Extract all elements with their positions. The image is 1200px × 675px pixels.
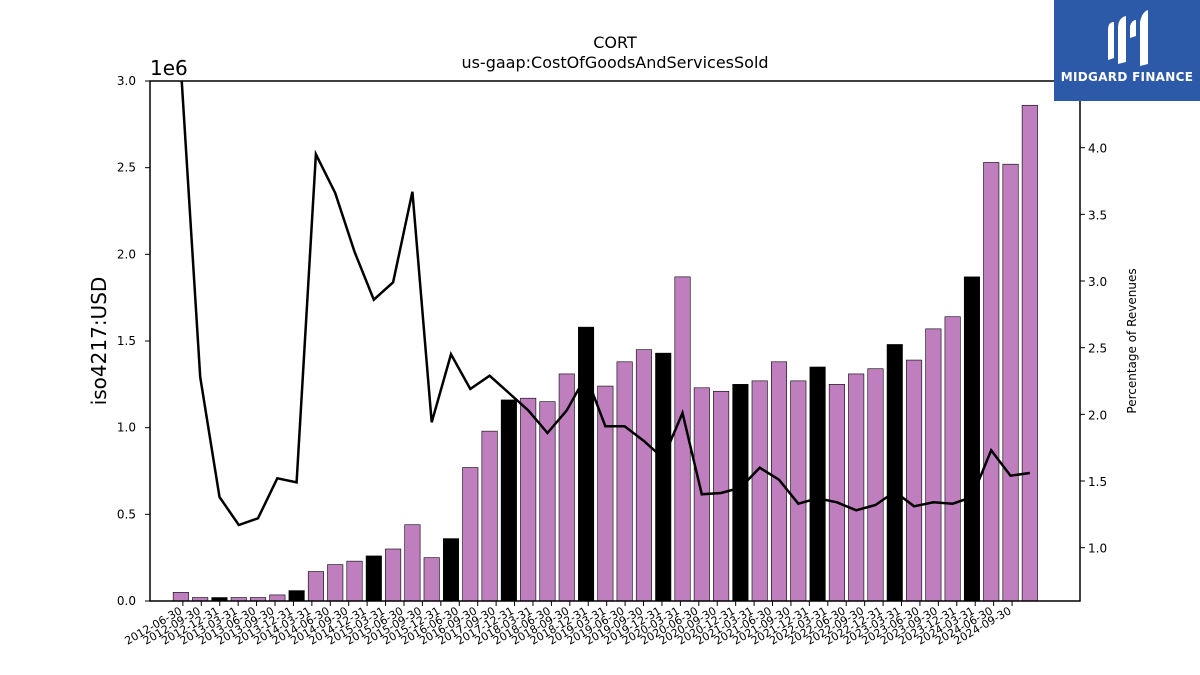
brand-logo-text: MIDGARD FINANCE [1060,70,1194,84]
bar [1021,104,1038,602]
bar [616,361,633,602]
y-tick-label: 3.0 [117,74,136,88]
bar [385,548,402,602]
bar [269,594,286,602]
y-axis-label: iso4217:USD [87,277,111,406]
midgard-logo-icon [1108,10,1148,66]
bar [848,373,865,602]
bar [462,467,479,602]
bar [655,352,672,602]
bar [635,349,652,602]
bar [983,162,1000,602]
bar [828,384,845,602]
bar [925,328,942,602]
y-tick-label: 0.0 [117,594,136,608]
bar [288,590,305,602]
y-axis-offset: 1e6 [150,56,188,80]
y2-tick-label: 4.0 [1088,142,1107,156]
bar [790,380,807,602]
y2-tick-label: 3.0 [1088,275,1107,289]
bar [963,276,980,602]
percentage-line-series [180,81,1030,527]
bar [944,316,961,602]
bar [500,399,517,602]
y-tick-label: 1.5 [117,334,136,348]
chart-subtitle: us-gaap:CostOfGoodsAndServicesSold [461,53,768,72]
y-tick-label: 2.0 [117,247,136,261]
y2-axis-label: Percentage of Revenues [1125,268,1139,413]
chart-title: CORT [593,33,637,52]
bar [423,557,440,602]
x-axis-ticks: 2012-06-302012-09-302012-12-312013-03-31… [123,601,1014,648]
y-tick-label: 1.0 [117,421,136,435]
bar [365,555,382,602]
bar [732,384,749,602]
bar [172,592,189,602]
y2-tick-label: 2.0 [1088,408,1107,422]
bar [481,430,498,602]
y2-tick-label: 1.0 [1088,542,1107,556]
bar [809,366,826,602]
brand-logo: MIDGARD FINANCE [1054,0,1200,101]
bar [597,385,614,602]
y-tick-label: 2.5 [117,161,136,175]
bar [404,524,421,602]
bar [886,344,903,602]
bar [442,538,460,602]
y2-tick-label: 1.5 [1088,475,1107,489]
bar [307,571,324,602]
bar [867,368,884,602]
bar [327,564,344,602]
y-axis-ticks: 0.0 0.5 1.0 1.5 2.0 2.5 3.0 [117,74,150,608]
y2-axis-ticks: 1.0 1.5 2.0 2.5 3.0 3.5 4.0 [1080,142,1107,556]
y2-tick-label: 2.5 [1088,342,1107,356]
y2-tick-label: 3.5 [1088,208,1107,222]
y-tick-label: 0.5 [117,507,136,521]
bar [751,380,768,602]
bar [578,326,595,602]
bar [346,560,363,602]
bar [906,359,923,602]
bar [713,390,730,602]
bar [1002,163,1019,602]
percentage-line [180,81,1030,527]
bar-series [172,104,1038,602]
bar [520,397,537,602]
